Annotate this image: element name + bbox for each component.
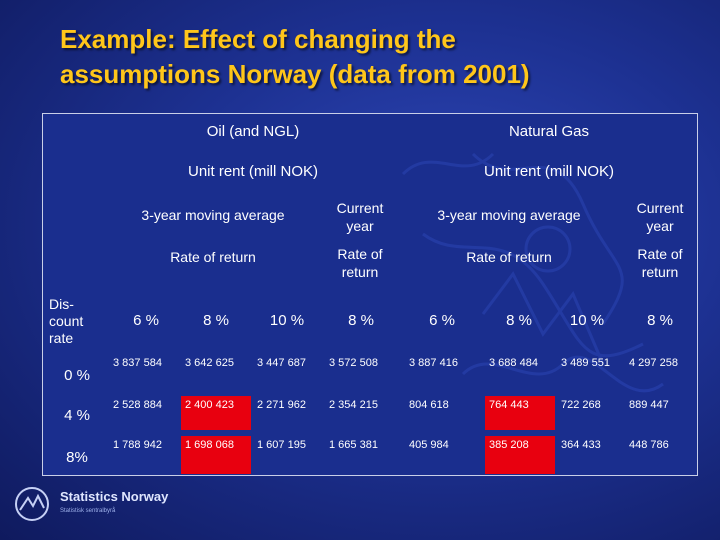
table-cell: 3 688 484: [489, 357, 538, 369]
rate-header: 10 %: [269, 312, 305, 329]
rate-of-return-current-gas: Rate of return: [637, 246, 683, 280]
table-cell: 1 607 195: [257, 439, 306, 451]
table-cell: 889 447: [629, 399, 669, 411]
current-year-oil: Current year: [336, 200, 384, 234]
table-cell: 448 786: [629, 439, 669, 451]
table-cell: 804 618: [409, 399, 449, 411]
slide-title: Example: Effect of changing the assumpti…: [60, 22, 700, 92]
table-cell: 405 984: [409, 439, 449, 451]
table-cell: 3 837 584: [113, 357, 162, 369]
table-cell-highlighted: 385 208: [485, 436, 555, 474]
table-cell: 3 572 508: [329, 357, 378, 369]
table-cell-highlighted: 2 400 423: [181, 396, 251, 430]
table-background-watermark: [401, 152, 664, 393]
group-header-gas: Natural Gas: [508, 123, 590, 140]
title-line-1: Example: Effect of changing the: [60, 24, 456, 54]
rate-of-return-current-oil: Rate of return: [337, 246, 383, 280]
group-header-oil: Oil (and NGL): [206, 123, 300, 140]
current-year-gas: Current year: [636, 200, 684, 234]
table-cell: 364 433: [561, 439, 601, 451]
rate-header: 8 %: [203, 312, 229, 329]
table-cell: 3 447 687: [257, 357, 306, 369]
data-table: Oil (and NGL) Natural Gas Unit rent (mil…: [42, 113, 698, 476]
table-cell: 4 297 258: [629, 357, 678, 369]
rate-header: 8 %: [348, 312, 374, 329]
avg-header-oil: 3-year moving average: [141, 207, 285, 223]
table-cell: 1 665 381: [329, 439, 378, 451]
table-cell: 3 642 625: [185, 357, 234, 369]
title-line-2: assumptions Norway (data from 2001): [60, 59, 530, 89]
table-cell: 3 489 551: [561, 357, 610, 369]
rate-header: 6 %: [133, 312, 159, 329]
rate-of-return-gas: Rate of return: [466, 249, 552, 265]
table-cell-highlighted: 1 698 068: [181, 436, 251, 474]
rate-header: 10 %: [569, 312, 605, 329]
discount-rate-value: 0 %: [64, 367, 90, 384]
discount-rate-label: Dis-count rate: [49, 295, 84, 346]
rate-header: 8 %: [506, 312, 532, 329]
discount-rate-value: 4 %: [64, 407, 90, 424]
table-cell: 2 271 962: [257, 399, 306, 411]
unit-rent-gas: Unit rent (mill NOK): [483, 163, 614, 180]
logo-name: Statistics Norway: [60, 489, 169, 504]
discount-rate-value: 8%: [66, 449, 88, 466]
rate-header: 8 %: [647, 312, 673, 329]
table-cell: 3 887 416: [409, 357, 458, 369]
table-cell: 1 788 942: [113, 439, 162, 451]
table-cell: 2 354 215: [329, 399, 378, 411]
ssb-logo-icon: [15, 487, 49, 521]
unit-rent-oil: Unit rent (mill NOK): [187, 163, 318, 180]
table-cell-highlighted: 764 443: [485, 396, 555, 430]
rate-of-return-oil: Rate of return: [170, 249, 256, 265]
statistics-norway-logo: Statistics Norway Statistisk sentralbyrå: [14, 486, 168, 522]
logo-subtitle: Statistisk sentralbyrå: [60, 508, 116, 514]
avg-header-gas: 3-year moving average: [437, 207, 581, 223]
table-cell: 722 268: [561, 399, 601, 411]
table-cell: 2 528 884: [113, 399, 162, 411]
rate-header: 6 %: [429, 312, 455, 329]
